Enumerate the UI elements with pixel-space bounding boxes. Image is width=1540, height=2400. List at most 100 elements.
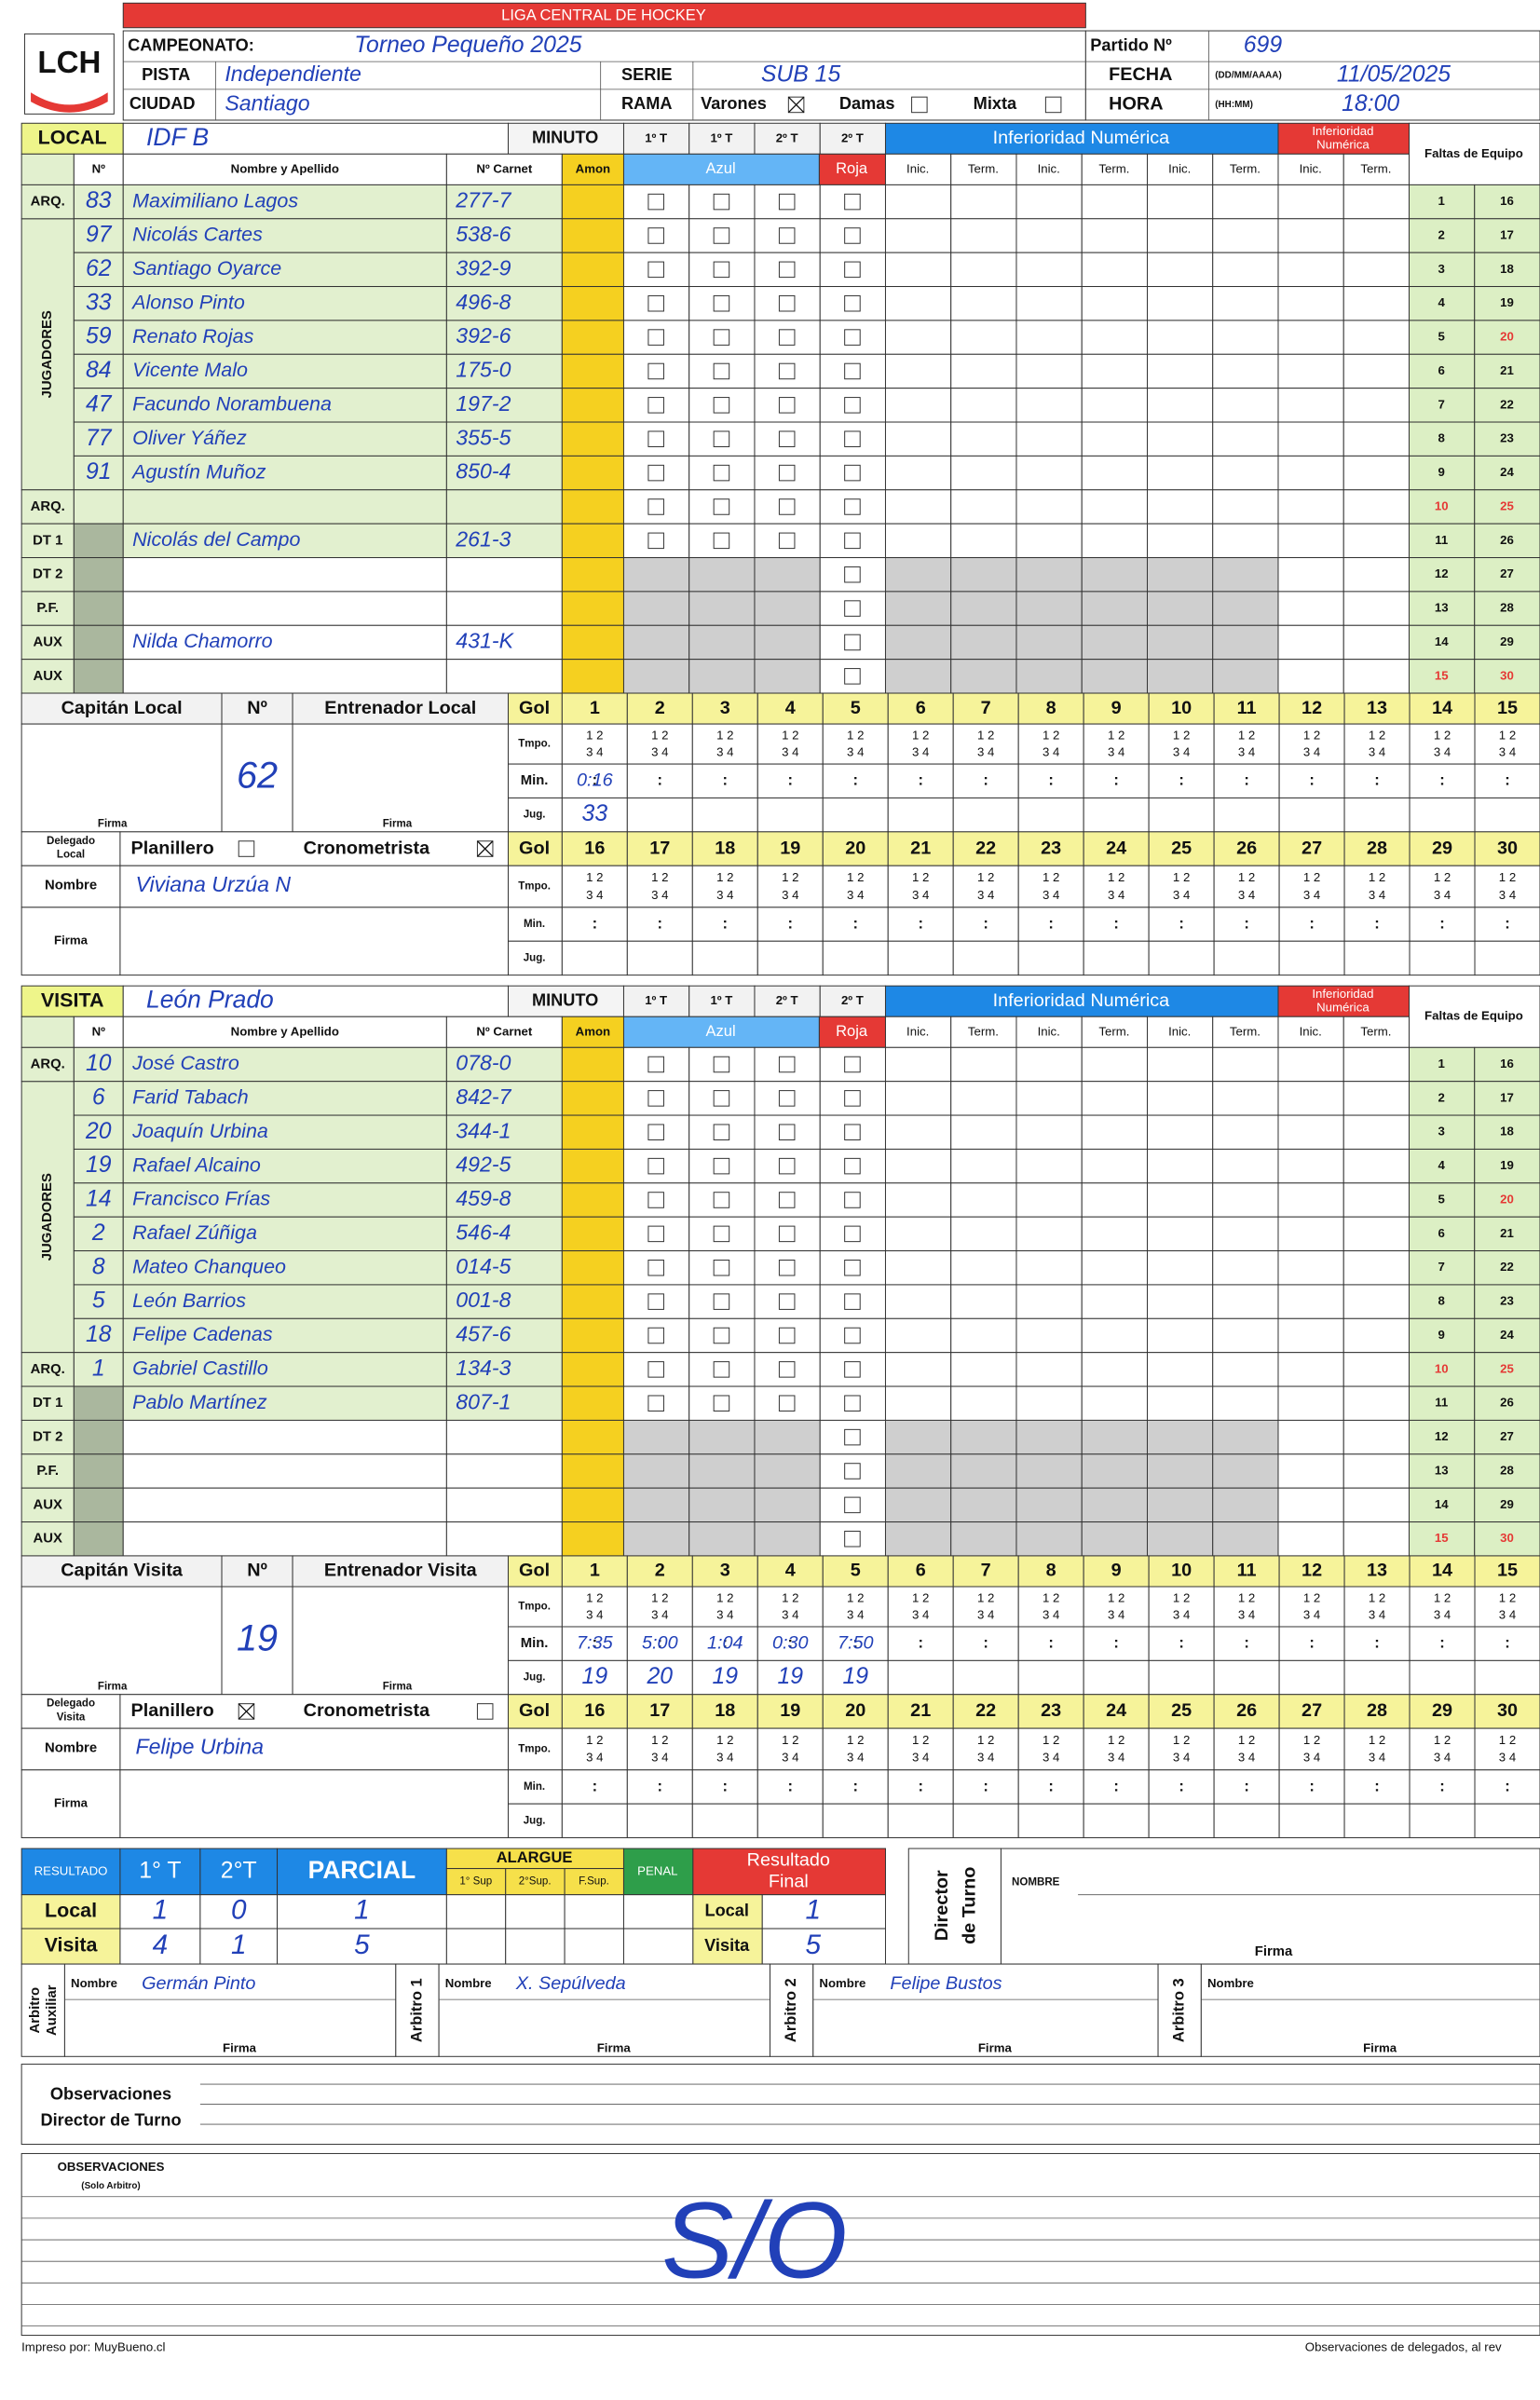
cell [1408, 421, 1476, 457]
label: AUX [34, 669, 62, 684]
cell [1081, 659, 1148, 694]
label: 3 4 [977, 1607, 994, 1621]
label: 27 [1500, 566, 1514, 580]
label: 1 2 [1303, 870, 1320, 884]
label: 1 2 [1499, 870, 1516, 884]
cell [952, 907, 1019, 942]
label: : [593, 771, 597, 789]
cell [1015, 1317, 1083, 1354]
label: 28 [1367, 838, 1387, 858]
cell [1213, 1694, 1280, 1729]
label: 4 [1438, 1158, 1446, 1172]
cell [1408, 320, 1476, 355]
cell [445, 1894, 507, 1930]
cell [1148, 723, 1215, 765]
cell [1015, 1148, 1083, 1184]
label: 1 2 [1238, 1733, 1255, 1747]
handwriting: 20 [647, 1664, 674, 1689]
cell [1081, 184, 1148, 220]
checkbox [713, 1192, 730, 1208]
cell [626, 1769, 693, 1805]
cell [73, 1016, 124, 1048]
cell [1015, 1521, 1083, 1557]
cell [1083, 940, 1150, 976]
label: 1 2 [1369, 870, 1385, 884]
cell [1409, 1769, 1476, 1805]
handwriting: 807-1 [456, 1389, 511, 1413]
cell [1342, 153, 1410, 185]
cell [122, 591, 447, 626]
cell [1474, 1769, 1540, 1805]
cell [756, 1769, 824, 1805]
label: 1º T [645, 130, 667, 144]
cell [1278, 907, 1345, 942]
label: 1 2 [716, 1733, 733, 1747]
label: 1 2 [847, 1590, 864, 1604]
handwriting: 11/05/2025 [1337, 62, 1451, 88]
cell [20, 1586, 223, 1696]
label: Faltas de Equipo [1424, 146, 1523, 160]
cell [1278, 797, 1345, 833]
label: Varones [701, 94, 767, 113]
cell [1408, 1352, 1476, 1387]
checkbox [844, 532, 861, 550]
role-cell [20, 1385, 75, 1421]
label: 1 2 [716, 728, 733, 742]
label: P.F. [36, 601, 59, 616]
label: 1 2 [1173, 728, 1190, 742]
label: 3 4 [782, 888, 798, 902]
label: Inic. [1168, 161, 1191, 175]
cell [1342, 353, 1410, 389]
cell [1343, 940, 1411, 976]
label: Arbitro 1 [407, 1978, 425, 2042]
cell [561, 421, 624, 457]
cell [1017, 865, 1084, 908]
label: OBSERVACIONES [58, 2160, 165, 2174]
cell [507, 1586, 563, 1628]
label: Capitán Local [61, 698, 183, 718]
cell [73, 1081, 124, 1116]
label: Nº Carnet [476, 1024, 533, 1038]
label: 3 4 [651, 745, 668, 759]
label: 3 4 [847, 888, 864, 902]
cell [1474, 1453, 1540, 1489]
cell [445, 1352, 563, 1387]
cell [1212, 523, 1279, 559]
cell [1278, 865, 1345, 908]
cell [122, 1453, 447, 1489]
label: 3 4 [651, 888, 668, 902]
checkbox [844, 1530, 861, 1548]
label: 15 [1435, 668, 1449, 682]
cell [1278, 831, 1345, 866]
checkbox [778, 193, 796, 211]
cell [1277, 557, 1344, 593]
label: P.F. [36, 1464, 59, 1479]
label: (HH:MM) [1215, 100, 1253, 110]
label: (Solo Arbitro) [81, 2181, 140, 2191]
handwriting: 5:00 [642, 1632, 678, 1653]
checkbox [844, 261, 861, 279]
cell [445, 1081, 563, 1116]
cell [445, 421, 563, 457]
label: : [723, 1634, 728, 1652]
cell [1409, 797, 1476, 833]
label: Planillero [131, 838, 214, 858]
cell [887, 1626, 954, 1661]
label: 3 4 [1499, 1751, 1516, 1765]
handwriting: 18:00 [1342, 91, 1399, 116]
cell [1212, 320, 1279, 355]
cell [1278, 1659, 1345, 1696]
cell [884, 523, 952, 559]
cell [1146, 1114, 1214, 1150]
cell [1146, 1081, 1214, 1116]
label: 29 [1500, 1497, 1514, 1511]
cell [756, 1626, 824, 1661]
label: Nº Carnet [476, 161, 533, 175]
cell [887, 865, 954, 908]
label: 1 2 [847, 728, 864, 742]
label: 1 2 [1043, 1733, 1059, 1747]
cell [688, 1419, 756, 1455]
cell [1277, 252, 1344, 288]
cell [1474, 1521, 1540, 1557]
cell [1148, 692, 1215, 725]
